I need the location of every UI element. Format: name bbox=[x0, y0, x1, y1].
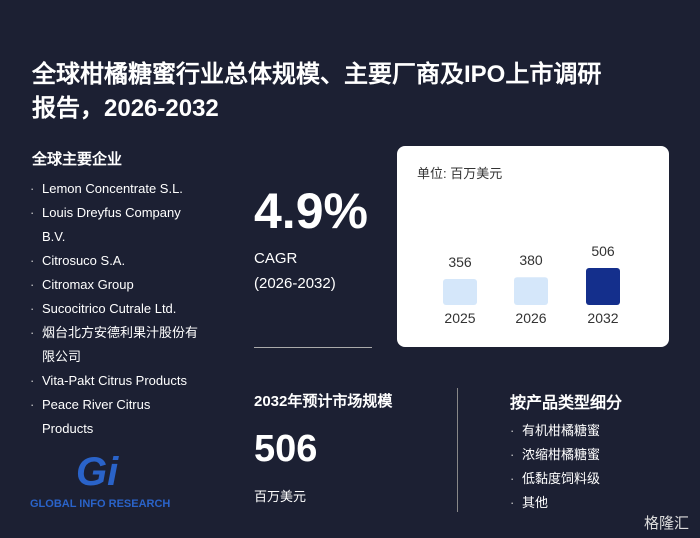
list-item: 有机柑橘糖蜜 bbox=[510, 419, 600, 443]
x-tick-label: 2032 bbox=[587, 310, 618, 326]
market-value: 506 bbox=[254, 428, 318, 470]
list-item: 浓缩柑橘糖蜜 bbox=[510, 443, 600, 467]
segment-list: 有机柑橘糖蜜浓缩柑橘糖蜜低黏度饲料级其他 bbox=[510, 419, 600, 515]
cagr-value: 4.9% bbox=[254, 183, 368, 239]
bar bbox=[443, 278, 477, 305]
companies-heading: 全球主要企业 bbox=[32, 151, 123, 168]
list-item: Vita-Pakt Citrus Products bbox=[30, 369, 204, 393]
logo: Gi bbox=[76, 450, 119, 494]
cagr-period: (2026-2032) bbox=[254, 275, 336, 292]
list-item: Louis Dreyfus Company B.V. bbox=[30, 201, 204, 249]
list-item: Citrosuco S.A. bbox=[30, 249, 204, 273]
list-item: 烟台北方安德利果汁股份有限公司 bbox=[30, 321, 204, 369]
company-list: Lemon Concentrate S.L.Louis Dreyfus Comp… bbox=[30, 177, 204, 441]
x-tick-label: 2025 bbox=[444, 310, 475, 326]
value-label: 380 bbox=[519, 252, 543, 268]
chart-card: 单位: 百万美元 356 2025 380 2026 506 2032 bbox=[397, 146, 669, 347]
list-item: 低黏度饲料级 bbox=[510, 467, 600, 491]
watermark: 格隆汇 bbox=[644, 515, 690, 532]
bar bbox=[586, 268, 620, 305]
list-item: Lemon Concentrate S.L. bbox=[30, 177, 204, 201]
brand: GLOBAL INFO RESEARCH bbox=[30, 498, 171, 510]
list-item: Citromax Group bbox=[30, 273, 204, 297]
value-label: 356 bbox=[448, 254, 472, 270]
market-unit: 百万美元 bbox=[254, 489, 307, 504]
divider bbox=[254, 347, 372, 348]
unit-label: 单位: 百万美元 bbox=[417, 166, 502, 181]
list-item: Peace River Citrus Products bbox=[30, 393, 204, 441]
market-heading: 2032年预计市场规模 bbox=[254, 393, 393, 410]
value-label: 506 bbox=[591, 243, 615, 259]
segments-heading: 按产品类型细分 bbox=[510, 395, 623, 412]
x-tick-label: 2026 bbox=[515, 310, 546, 326]
divider bbox=[457, 388, 458, 512]
list-item: 其他 bbox=[510, 491, 600, 515]
cagr-label: CAGR bbox=[254, 250, 298, 267]
list-item: Sucocitrico Cutrale Ltd. bbox=[30, 297, 204, 321]
bar bbox=[514, 277, 548, 305]
title: 全球柑橘糖蜜行业总体规模、主要厂商及IPO上市调研报告，2026-2032 bbox=[32, 61, 602, 122]
chart: 单位: 百万美元 356 2025 380 2026 506 2032 bbox=[417, 166, 620, 326]
